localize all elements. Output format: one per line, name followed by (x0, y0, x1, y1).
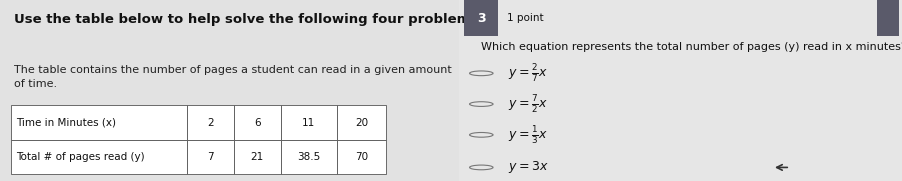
Text: 20: 20 (354, 118, 368, 128)
FancyBboxPatch shape (234, 105, 281, 140)
Text: Use the table below to help solve the following four problems.: Use the table below to help solve the fo… (14, 13, 483, 26)
Text: $y = \frac{2}{7}x$: $y = \frac{2}{7}x$ (508, 62, 548, 84)
FancyBboxPatch shape (876, 0, 898, 36)
FancyBboxPatch shape (281, 105, 336, 140)
Text: 11: 11 (302, 118, 315, 128)
Text: 21: 21 (251, 152, 263, 162)
Text: $y = 3x$: $y = 3x$ (508, 159, 548, 175)
FancyBboxPatch shape (464, 0, 498, 36)
Text: 70: 70 (354, 152, 368, 162)
FancyBboxPatch shape (187, 105, 234, 140)
FancyBboxPatch shape (187, 140, 234, 174)
FancyBboxPatch shape (234, 140, 281, 174)
Text: Time in Minutes (x): Time in Minutes (x) (16, 118, 116, 128)
Text: $y = \frac{1}{3}x$: $y = \frac{1}{3}x$ (508, 124, 548, 146)
FancyBboxPatch shape (11, 140, 187, 174)
Text: 7: 7 (207, 152, 214, 162)
FancyBboxPatch shape (281, 140, 336, 174)
Text: 3: 3 (476, 12, 485, 25)
Text: 38.5: 38.5 (297, 152, 320, 162)
FancyBboxPatch shape (336, 105, 386, 140)
Text: Which equation represents the total number of pages (y) read in x minutes?: Which equation represents the total numb… (481, 42, 902, 52)
Text: 1 point: 1 point (507, 13, 544, 23)
FancyBboxPatch shape (11, 105, 187, 140)
Text: The table contains the number of pages a student can read in a given amount
of t: The table contains the number of pages a… (14, 65, 451, 89)
FancyBboxPatch shape (336, 140, 386, 174)
FancyBboxPatch shape (0, 0, 458, 181)
FancyBboxPatch shape (458, 0, 902, 181)
Text: 2: 2 (207, 118, 214, 128)
Text: $y = \frac{7}{2}x$: $y = \frac{7}{2}x$ (508, 93, 548, 115)
Text: Total # of pages read (y): Total # of pages read (y) (16, 152, 144, 162)
Text: 6: 6 (253, 118, 261, 128)
